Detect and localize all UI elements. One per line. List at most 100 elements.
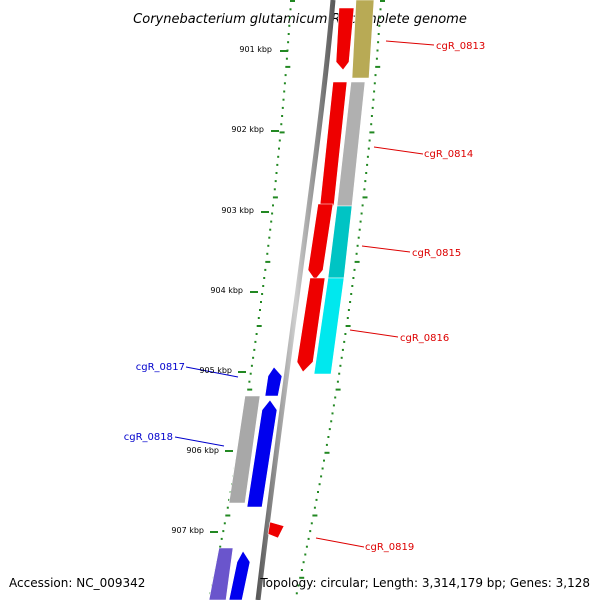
scale-dot [347,309,350,311]
scale-dot [320,475,323,478]
scale-dot [346,317,349,319]
scale-dot [350,293,353,295]
scale-dot [349,301,352,303]
scale-dot [262,285,265,287]
scale-dot [321,467,324,470]
scale-dot [359,220,362,223]
scale-dot [354,260,360,263]
scale-dot [364,180,367,183]
scale-dot [368,139,371,142]
scale-dot [362,196,368,199]
gene-label-cgR_0813[interactable]: cgR_0813 [436,41,485,52]
scale-dot [281,106,284,109]
scale-dot [380,0,385,2]
scale-dot [279,131,285,134]
kbp-label: 905 kbp [199,366,232,375]
red-gene-arrow [307,203,334,281]
scale-dot [225,514,231,517]
scale-dot [255,333,258,335]
scale-dot [366,155,369,158]
scale-dot [360,212,363,215]
scale-dot [287,33,290,35]
scale-dot [256,325,262,327]
scale-dot [355,252,358,255]
scale-dot [330,420,333,423]
scale-dot [250,364,253,367]
scale-dot [379,8,382,11]
gene-label-cgR_0818[interactable]: cgR_0818 [124,432,173,443]
genome-backbone [255,0,336,600]
scale-dot [331,412,334,415]
scale-dot [252,356,255,359]
scale-dot [332,404,335,407]
scale-dot [318,483,321,486]
scale-dot [223,522,226,525]
scale-dot [272,196,278,199]
gene-label-cgR_0815[interactable]: cgR_0815 [412,248,461,259]
leader-line-cgR_0817 [185,366,239,378]
scale-dot [377,41,380,44]
map-title: Corynebacterium glutamicum R, complete g… [133,12,467,27]
topology-text: Topology: circular; Length: 3,314,179 bp… [259,576,590,590]
gene-cgR_0815-arrow[interactable] [327,205,353,279]
scale-dot [288,16,291,19]
leader-line-cgR_0815 [361,245,411,253]
leader-line-cgR_0819 [315,537,365,548]
scale-dot [377,33,380,35]
gene-cgR_0817-arrow[interactable] [264,366,283,397]
scale-dot [375,57,378,60]
scale-dot [376,49,379,52]
scale-dot [272,204,274,207]
gene-cgR_0816-arrow[interactable] [313,277,345,375]
scale-dot [366,163,369,166]
scale-dot [378,24,381,27]
scale-dot [247,388,253,391]
scale-dot [265,260,271,263]
scale-dot [338,372,341,375]
leader-line-cgR_0813 [385,40,435,46]
leader-line-cgR_0814 [373,146,424,155]
gene-cgR_0818-arrow[interactable] [228,395,261,504]
scale-dot [372,98,375,101]
scale-dot [268,236,271,239]
scale-dot [315,498,318,501]
gene-label-cgR_0819[interactable]: cgR_0819 [365,542,414,553]
scale-dot [373,82,376,85]
scale-dot [280,123,283,126]
red-gene-arrow [335,7,355,71]
red-gene-arrow [296,277,326,373]
scale-dot [226,506,229,509]
scale-dot [353,268,356,271]
scale-dot [310,522,313,525]
gene-cgR_0813-arrow[interactable] [351,0,375,79]
gene-label-cgR_0814[interactable]: cgR_0814 [424,149,473,160]
kbp-label: 902 kbp [231,125,264,134]
scale-dot [220,537,223,540]
scale-dot [344,333,347,335]
scale-dot [295,592,298,595]
scale-dot [285,57,288,60]
scale-dot [222,530,225,533]
kbp-label: 903 kbp [221,206,254,215]
gene-label-cgR_0817[interactable]: cgR_0817 [136,362,185,373]
scale-dot [261,293,264,295]
scale-dot [312,514,318,517]
scale-dot [248,380,251,383]
gene-label-cgR_0816[interactable]: cgR_0816 [400,333,449,344]
scale-dot [266,252,269,255]
scale-dot [336,380,339,383]
scale-dot [300,569,303,571]
scale-dot [367,147,370,150]
scale-dots [209,0,385,595]
scale-dot [352,277,355,279]
scale-dot [365,172,368,174]
scale-dot [254,340,257,343]
scale-dot [269,228,272,231]
scale-dot [369,131,375,134]
scale-dot [370,115,373,117]
scale-dot [283,90,286,93]
scale-dot [263,277,266,279]
gene-cgR_0819-arrow[interactable] [267,521,285,539]
scale-dot [373,90,376,93]
